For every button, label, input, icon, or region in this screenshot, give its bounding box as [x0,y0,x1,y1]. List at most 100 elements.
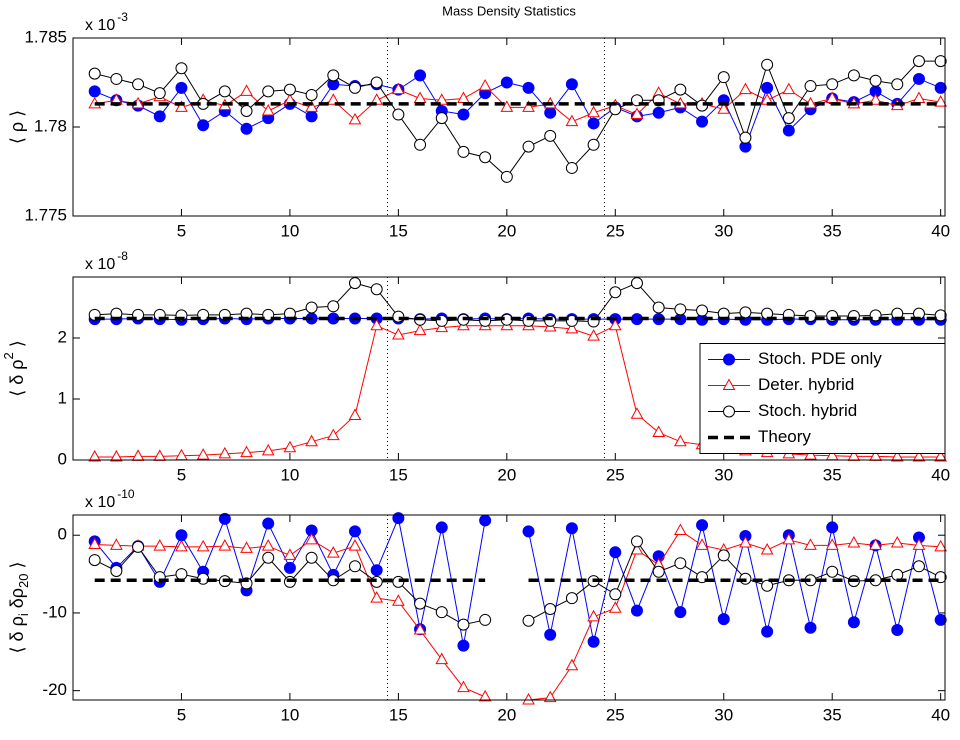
marker [587,105,600,118]
marker [587,138,600,151]
marker [457,618,470,631]
marker [414,69,427,82]
marker [522,525,535,538]
marker [674,303,687,316]
marker [565,321,579,334]
marker [565,114,579,127]
marker [305,434,318,447]
marker [392,512,405,525]
marker [630,604,643,617]
marker [392,108,405,121]
marker [761,81,774,94]
marker [934,95,948,107]
marker [565,78,578,91]
marker [88,554,101,567]
marker [912,72,925,85]
marker [717,71,730,84]
marker [869,538,882,550]
marker [934,309,947,322]
axes-frame [72,37,946,217]
x-tick-label: 25 [606,705,625,724]
legend-marker [723,353,735,366]
legend-label: Deter. hybrid [758,375,854,394]
x-tick-label: 15 [389,465,408,484]
marker [565,314,578,327]
x-tick-label: 10 [280,705,299,724]
marker [392,327,405,340]
marker [196,448,210,460]
chart-title: Mass Density Statistics [442,3,576,18]
y-multiplier-exponent: -8 [117,249,128,263]
marker [110,564,123,577]
marker [912,538,926,550]
marker [804,448,817,460]
marker [674,557,687,570]
y-multiplier: x 10-8 [85,249,128,273]
marker [825,538,839,550]
marker [890,449,904,462]
marker [782,82,796,95]
axes-frame [72,514,946,701]
x-tick-label: 40 [931,705,950,724]
marker [609,286,622,299]
x-tick-label: 25 [606,465,625,484]
marker [305,301,318,314]
marker [630,407,644,419]
y-axis-label: ⟨ δ ρi δρ20 ⟩ [7,562,32,654]
marker [414,138,427,151]
marker [847,69,860,82]
legend-marker [723,405,735,418]
marker [153,539,167,551]
marker [565,658,579,671]
marker [305,110,318,123]
marker [934,81,947,94]
marker [717,102,731,114]
marker [435,652,449,665]
marker [522,692,535,705]
x-tick-label: 15 [389,221,408,240]
marker [348,525,361,538]
marker [630,535,643,548]
x-tick-label: 5 [177,705,186,724]
marker [782,112,795,125]
x-tick-label: 5 [177,465,186,484]
series-line [94,74,941,148]
marker [696,115,709,128]
marker [565,592,578,605]
marker [478,689,492,702]
marker [240,541,253,553]
marker [370,76,383,89]
marker [891,624,904,637]
marker [934,613,947,626]
legend-label: Stoch. PDE only [758,349,882,368]
marker [348,81,361,94]
marker [652,425,666,438]
marker [283,561,296,574]
marker [392,594,405,606]
marker [587,117,600,130]
marker [826,565,839,578]
marker [674,434,687,447]
marker [262,85,275,98]
marker [609,588,622,601]
x-tick-label: 35 [823,465,842,484]
marker [305,532,318,545]
marker [587,635,600,648]
marker [912,560,925,573]
marker [565,522,578,535]
marker [847,535,861,548]
marker [912,449,926,462]
marker [739,306,752,319]
marker [478,79,492,91]
y-axis-label-part: 20 [16,574,31,588]
marker [782,532,796,545]
marker [110,449,123,462]
marker [370,564,383,577]
x-tick-label: 35 [823,221,842,240]
x-tick-label: 5 [177,221,186,240]
marker [88,67,101,80]
y-tick-label: -20 [42,680,67,699]
y-axis-label: ⟨ ρ ⟩ [7,110,27,144]
x-tick-label: 40 [931,465,950,484]
marker [739,535,752,548]
